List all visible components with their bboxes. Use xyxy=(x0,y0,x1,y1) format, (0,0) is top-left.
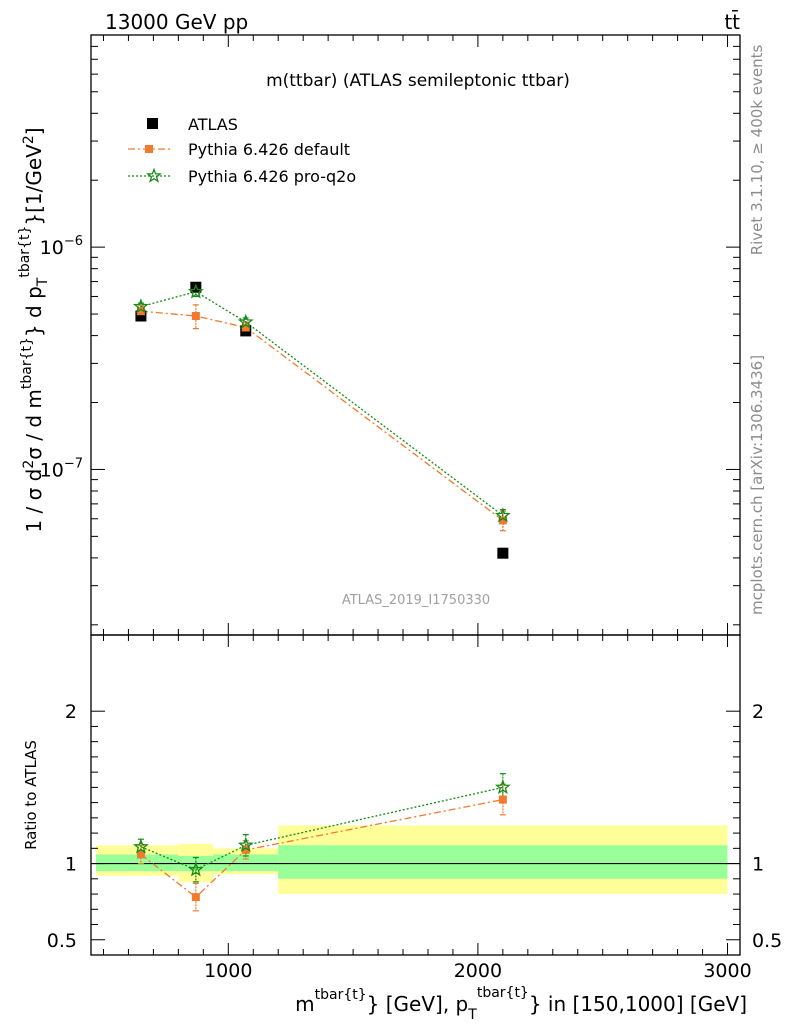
x-tick-label: 1000 xyxy=(204,960,252,982)
legend: ATLAS Pythia 6.426 default Pythia 6.426 … xyxy=(128,115,356,186)
ratio-point-proq2o xyxy=(237,836,254,853)
data-point-default xyxy=(498,516,507,525)
y-tick-label-main: 10−6 xyxy=(40,234,83,259)
ratio-point-default xyxy=(191,893,200,902)
ratio-axis-label: Ratio to ATLAS xyxy=(22,740,40,850)
y-tick-label-main: 10−7 xyxy=(40,456,83,481)
header-process: tt̄ xyxy=(724,9,740,34)
analysis-watermark: ATLAS_2019_I1750330 xyxy=(342,593,490,608)
data-point-default xyxy=(191,312,200,321)
ratio-frame xyxy=(90,634,741,956)
y-axis-label: 1 / σ d2σ / d mtbar{t}} d pTtbar{t}}[1/G… xyxy=(17,127,51,532)
y-tick-label-ratio: 1 xyxy=(65,854,77,876)
legend-label-proq2o: Pythia 6.426 pro-q2o xyxy=(188,167,356,186)
x-tick-label: 2000 xyxy=(454,960,502,982)
ratio-stat-uncertainty-band xyxy=(278,845,728,879)
ratio-point-default xyxy=(498,795,507,804)
ratio-point-proq2o xyxy=(187,861,204,877)
mcplots-label: mcplots.cern.ch [arXiv:1306.3436] xyxy=(748,355,766,615)
ratio-line-default xyxy=(140,798,504,898)
data-point-proq2o xyxy=(187,283,204,299)
data-point-proq2o xyxy=(132,298,149,314)
data-point-atlas xyxy=(135,310,147,322)
rivet-label: Rivet 3.1.10, ≥ 400k events xyxy=(748,45,766,256)
series-line-proq2o xyxy=(140,290,504,517)
data-point-default xyxy=(136,307,145,316)
chart-title: m(ttbar) (ATLAS semileptonic ttbar) xyxy=(266,71,570,91)
data-point-atlas xyxy=(497,547,509,559)
x-axis-label: mtbar{t}} [GeV], pTtbar{t}} in [150,1000… xyxy=(295,985,747,1023)
data-point-atlas xyxy=(190,281,202,293)
main-panel: 10−7 10−6 m(ttbar) (ATLAS semileptonic tt… xyxy=(17,34,741,636)
data-point-proq2o xyxy=(237,313,254,329)
y-tick-label-ratio: 2 xyxy=(65,701,77,723)
y-tick-label-ratio-right: 2 xyxy=(752,701,764,723)
y-tick-label-ratio-right: 1 xyxy=(752,854,764,876)
ratio-point-proq2o xyxy=(132,838,149,854)
series-line-default xyxy=(140,310,504,521)
legend-marker-proq2o xyxy=(146,167,162,183)
legend-marker-atlas xyxy=(147,118,158,129)
legend-marker-default xyxy=(145,145,153,153)
ratio-point-default xyxy=(241,845,250,854)
y-tick-label-ratio: 0.5 xyxy=(47,930,77,952)
x-tick-label: 3000 xyxy=(703,960,751,982)
ratio-point-proq2o xyxy=(494,779,511,795)
legend-label-default: Pythia 6.426 default xyxy=(188,140,350,159)
data-point-default xyxy=(241,323,250,332)
header-energy: 13000 GeV pp xyxy=(105,10,248,34)
y-tick-label-ratio-right: 0.5 xyxy=(752,930,782,952)
ratio-line-proq2o xyxy=(140,786,504,871)
data-point-proq2o xyxy=(494,507,511,523)
legend-label-atlas: ATLAS xyxy=(188,115,238,134)
ratio-point-default xyxy=(136,850,145,859)
ratio-stat-uncertainty-band xyxy=(213,854,279,872)
